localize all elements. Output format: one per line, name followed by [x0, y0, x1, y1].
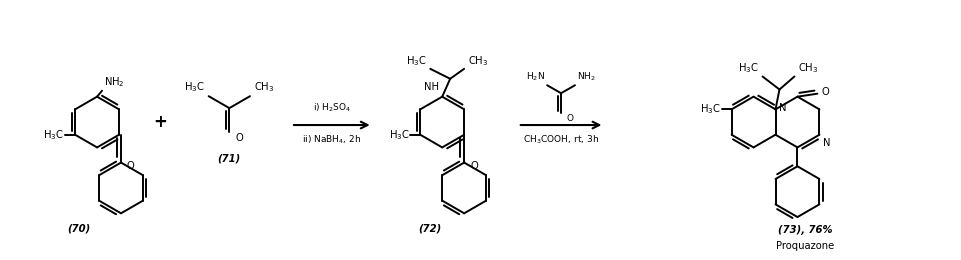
Text: O: O	[470, 161, 478, 171]
Text: H$_3$C: H$_3$C	[737, 61, 758, 75]
Text: H$_2$N: H$_2$N	[526, 71, 545, 83]
Text: i) H$_2$SO$_4$: i) H$_2$SO$_4$	[312, 102, 351, 114]
Text: H$_3$C: H$_3$C	[406, 54, 426, 68]
Text: ii) NaBH$_4$, 2h: ii) NaBH$_4$, 2h	[302, 134, 361, 146]
Text: CH$_3$COOH, rt, 3h: CH$_3$COOH, rt, 3h	[523, 134, 599, 146]
Text: O: O	[235, 133, 243, 143]
Text: O: O	[821, 87, 828, 97]
Text: H$_3$C: H$_3$C	[388, 128, 408, 142]
Text: NH: NH	[424, 82, 439, 92]
Text: N: N	[778, 103, 786, 113]
Text: H$_3$C: H$_3$C	[184, 80, 205, 94]
Text: (72): (72)	[418, 223, 441, 233]
Text: N: N	[823, 138, 830, 148]
Text: H$_3$C: H$_3$C	[43, 128, 64, 142]
Text: NH$_2$: NH$_2$	[104, 75, 124, 89]
Text: O: O	[127, 161, 135, 171]
Text: (73), 76%: (73), 76%	[777, 225, 831, 235]
Text: Proquazone: Proquazone	[776, 241, 833, 251]
Text: +: +	[153, 113, 166, 131]
Text: H$_3$C: H$_3$C	[700, 102, 720, 116]
Text: (70): (70)	[67, 223, 90, 233]
Text: O: O	[565, 114, 573, 123]
Text: CH$_3$: CH$_3$	[798, 61, 818, 75]
Text: CH$_3$: CH$_3$	[468, 54, 488, 68]
Text: CH$_3$: CH$_3$	[254, 80, 274, 94]
Text: (71): (71)	[217, 154, 240, 164]
Text: NH$_2$: NH$_2$	[577, 71, 595, 83]
